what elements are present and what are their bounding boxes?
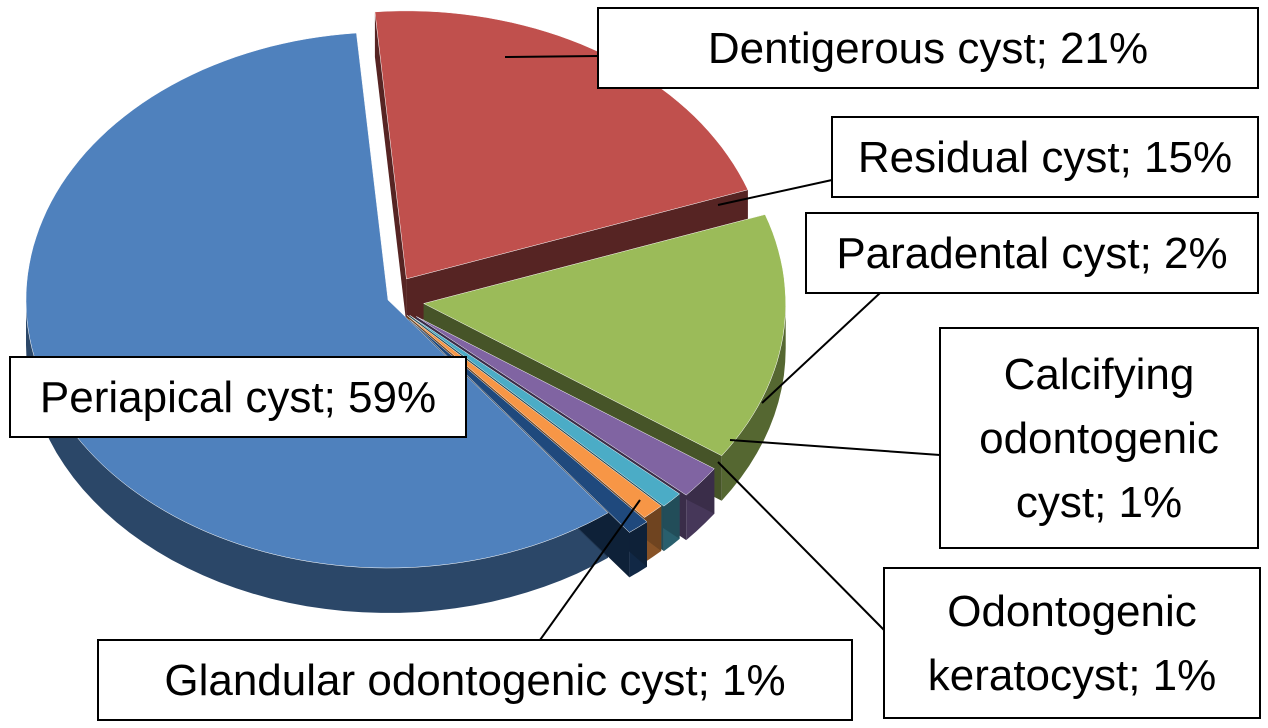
leader-glandular-odontogenic-cyst bbox=[539, 499, 641, 641]
slice-odontogenic-keratocyst bbox=[406, 315, 662, 518]
label-box-calcifying-odontogenic-cyst bbox=[939, 327, 1259, 549]
slice-glandular-odontogenic-cyst bbox=[409, 319, 648, 533]
label-box-glandular-odontogenic-cyst bbox=[97, 639, 853, 721]
leader-dentigerous-cyst bbox=[504, 55, 599, 58]
data-label-calcifying-odontogenic-cyst: cyst; 1% bbox=[1016, 478, 1182, 527]
data-labels: Periapical cyst; 59% Dentigerous cyst; 21… bbox=[9, 7, 1261, 721]
label-box-periapical-cyst bbox=[9, 356, 467, 438]
data-label-calcifying-odontogenic-cyst: Calcifying bbox=[1004, 350, 1195, 399]
data-label-paradental-cyst: Paradental cyst; 2% bbox=[836, 229, 1227, 278]
data-label-residual-cyst: Residual cyst; 15% bbox=[858, 133, 1232, 182]
label-box-paradental-cyst bbox=[805, 212, 1259, 294]
slice-edge-dentigerous-cyst-0 bbox=[374, 11, 407, 324]
leader-odontogenic-keratocyst bbox=[717, 461, 885, 631]
data-label-glandular-odontogenic-cyst: Glandular odontogenic cyst; 1% bbox=[164, 656, 785, 705]
data-label-calcifying-odontogenic-cyst: odontogenic bbox=[979, 414, 1219, 463]
slice-calcifying-odontogenic-cyst bbox=[409, 315, 681, 507]
leader-calcifying-odontogenic-cyst bbox=[729, 439, 941, 456]
slice-side-periapical-cyst bbox=[26, 300, 608, 613]
leader-paradental-cyst bbox=[761, 292, 881, 404]
data-label-odontogenic-keratocyst: Odontogenic bbox=[947, 587, 1197, 636]
label-box-dentigerous-cyst bbox=[597, 7, 1259, 89]
slice-paradental-cyst bbox=[416, 316, 715, 496]
leader-lines bbox=[504, 55, 941, 641]
label-box-odontogenic-keratocyst bbox=[883, 567, 1261, 719]
data-label-periapical-cyst: Periapical cyst; 59% bbox=[40, 373, 436, 422]
data-label-dentigerous-cyst: Dentigerous cyst; 21% bbox=[708, 24, 1148, 73]
label-box-residual-cyst bbox=[831, 116, 1259, 198]
leader-residual-cyst bbox=[717, 179, 833, 206]
data-label-odontogenic-keratocyst: keratocyst; 1% bbox=[928, 651, 1217, 700]
slice-side-residual-cyst bbox=[721, 303, 786, 501]
slice-residual-cyst bbox=[423, 214, 786, 457]
